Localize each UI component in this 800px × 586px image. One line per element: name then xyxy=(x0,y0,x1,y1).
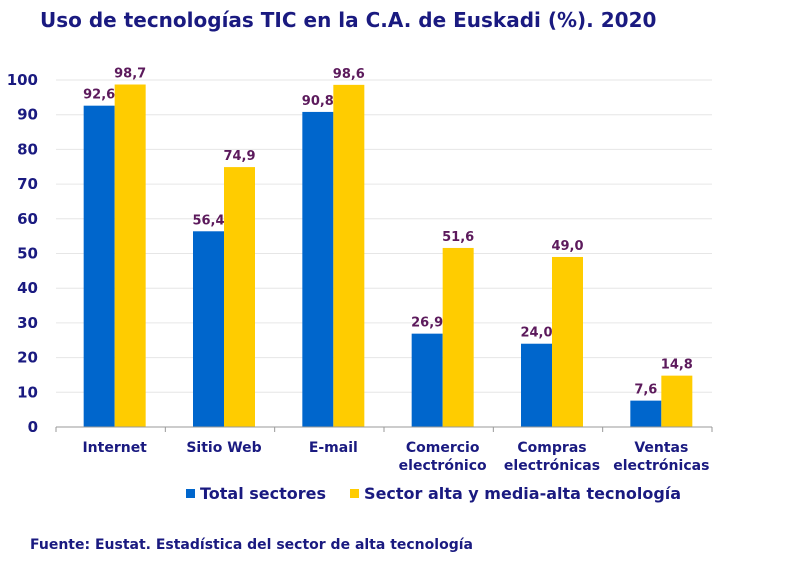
x-tick-label: Comercio xyxy=(406,440,480,456)
y-tick-label: 0 xyxy=(28,418,38,436)
data-label: 26,9 xyxy=(411,316,443,331)
source-note: Fuente: Eustat. Estadística del sector d… xyxy=(30,537,473,553)
legend-label-high-tech: Sector alta y media-alta tecnología xyxy=(364,484,682,503)
data-label: 98,6 xyxy=(333,67,365,82)
y-tick-label: 60 xyxy=(17,210,38,228)
legend-swatch-high-tech xyxy=(350,489,360,498)
bar-total xyxy=(521,343,552,427)
legend-swatch-total xyxy=(186,489,195,498)
y-axis: 0 10 20 30 40 50 60 70 80 90 100 xyxy=(7,71,38,436)
data-label: 14,8 xyxy=(661,358,693,373)
x-tick-label: electrónico xyxy=(399,458,487,474)
legend: Total sectores Sector alta y media-alta … xyxy=(186,484,705,503)
x-tick-label: Sitio Web xyxy=(186,440,261,456)
x-axis: Internet Sitio Web E-mail Comercio electróni… xyxy=(55,426,713,474)
bar-high-tech xyxy=(552,256,583,427)
bar-total xyxy=(193,231,224,427)
bar-total xyxy=(411,333,443,427)
y-tick-label: 30 xyxy=(17,314,38,332)
data-label: 24,0 xyxy=(520,326,552,341)
bar-high-tech xyxy=(114,84,146,428)
data-labels: 92,6 98,7 56,4 74,9 90,8 98,6 26,9 51,6 24,0 49,0… xyxy=(83,67,693,398)
bar-high-tech xyxy=(224,167,255,428)
bar-total xyxy=(83,105,115,427)
y-tick-label: 90 xyxy=(17,106,38,124)
legend-label-total: Total sectores xyxy=(200,484,327,503)
chart-title: Uso de tecnologías TIC en la C.A. de Eus… xyxy=(40,8,657,32)
data-label: 51,6 xyxy=(442,230,474,245)
bar-total xyxy=(630,400,662,427)
data-label: 98,7 xyxy=(114,67,146,82)
data-label: 74,9 xyxy=(223,149,255,164)
y-tick-label: 20 xyxy=(17,349,38,367)
data-label: 56,4 xyxy=(192,213,224,228)
bar-total xyxy=(302,111,334,427)
bar-high-tech xyxy=(333,84,365,427)
y-tick-label: 70 xyxy=(17,175,38,193)
gridlines xyxy=(56,79,712,393)
bars xyxy=(83,84,693,428)
y-tick-label: 100 xyxy=(7,71,38,89)
data-label: 92,6 xyxy=(83,88,115,103)
data-label: 7,6 xyxy=(634,383,657,398)
x-tick-label: Internet xyxy=(82,440,147,456)
legend-item-total: Total sectores xyxy=(186,484,326,503)
y-tick-label: 10 xyxy=(17,383,38,401)
x-tick-label: E-mail xyxy=(309,440,358,456)
x-tick-label: electrónicas xyxy=(504,458,600,474)
legend-item-high-tech: Sector alta y media-alta tecnología xyxy=(350,484,681,503)
bar-high-tech xyxy=(442,247,474,427)
data-label: 49,0 xyxy=(551,239,583,254)
x-tick-label: Ventas xyxy=(634,440,688,456)
y-tick-label: 40 xyxy=(17,279,38,297)
data-label: 90,8 xyxy=(302,94,334,109)
x-tick-label: Compras xyxy=(517,440,586,456)
y-tick-label: 80 xyxy=(17,140,38,158)
bar-high-tech xyxy=(661,375,693,427)
y-tick-label: 50 xyxy=(17,245,38,263)
x-tick-label: electrónicas xyxy=(613,458,709,474)
